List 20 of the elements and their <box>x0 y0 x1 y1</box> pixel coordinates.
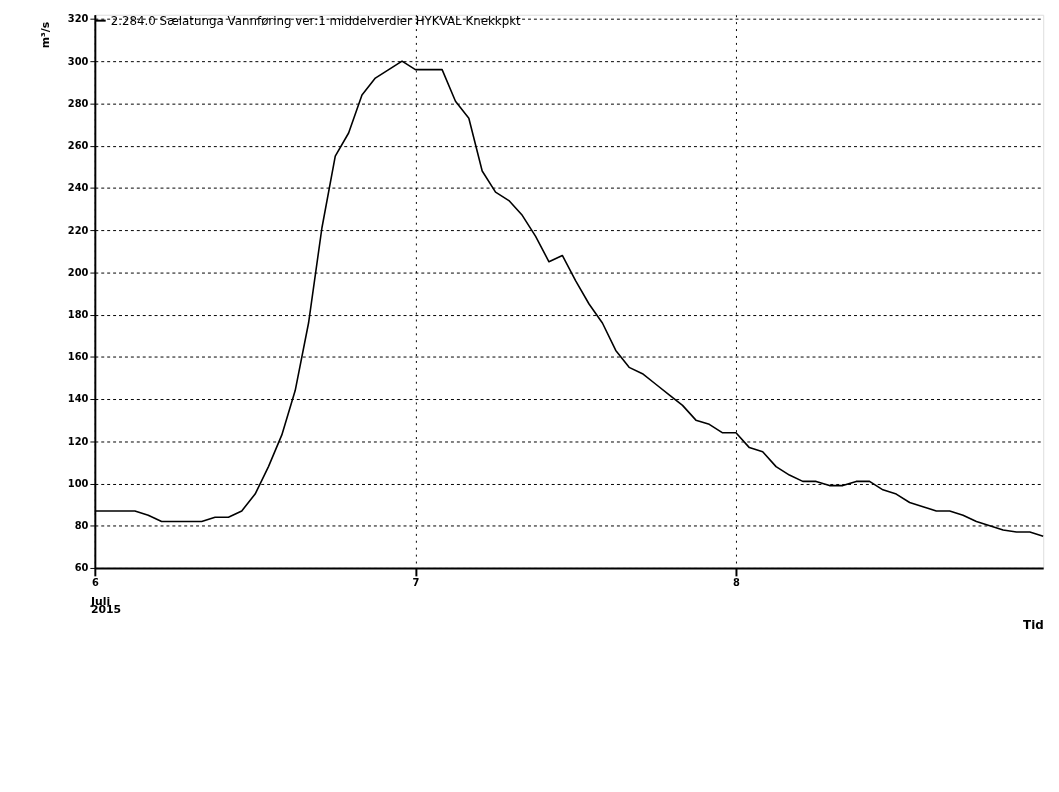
y-tick-label: 120 <box>67 435 89 447</box>
y-tick-label: 100 <box>67 477 89 489</box>
y-tick-label: 200 <box>67 266 89 278</box>
y-tick-label: 140 <box>67 393 89 405</box>
x-axis-title: Tid <box>1023 617 1044 632</box>
y-tick-label: 300 <box>67 55 89 67</box>
y-tick-label: 260 <box>67 140 89 152</box>
x-tick-label: 6 <box>91 577 99 589</box>
y-axis-title: m³/s <box>38 21 52 49</box>
text: 2.284.0 Sælatunga Vannføring ver:1 middelverdier HYKVAL Knekkpkt <box>110 13 522 28</box>
y-tick-label: 180 <box>67 309 89 321</box>
y-tick-label: 60 <box>74 562 89 574</box>
y-tick-label: 280 <box>67 97 89 109</box>
x-tick-label: 8 <box>733 577 741 589</box>
y-tick-label: 220 <box>67 224 89 236</box>
y-tick-label: 320 <box>67 13 89 25</box>
y-tick-label: 160 <box>67 351 89 363</box>
x-tick-label: 7 <box>412 577 420 589</box>
y-tick-label: 240 <box>67 182 89 194</box>
y-tick-label: 80 <box>74 520 89 532</box>
